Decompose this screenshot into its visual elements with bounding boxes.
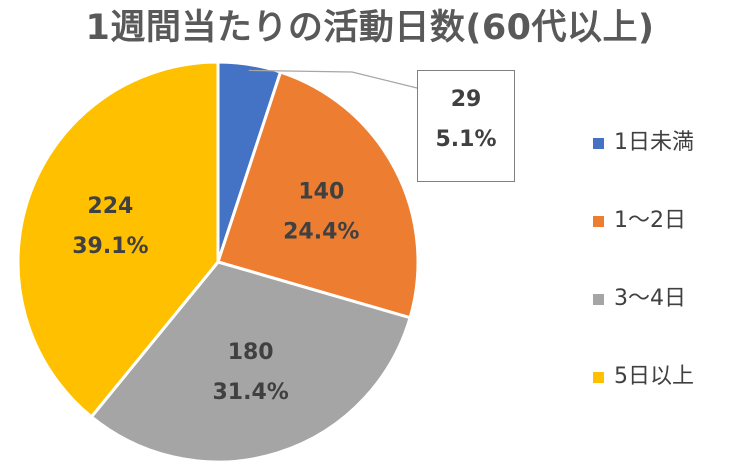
legend-swatch-0 <box>593 138 604 149</box>
legend-label-3: 5日以上 <box>614 364 694 389</box>
legend-label-2: 3～4日 <box>614 286 686 311</box>
callout-box-slice-0 <box>417 70 515 182</box>
legend-item-3: 5日以上 <box>590 362 740 392</box>
leader-lines <box>248 69 418 89</box>
legend-label-1: 1～2日 <box>614 208 686 233</box>
pie-slices <box>16 60 420 464</box>
legend-swatch-2 <box>593 294 604 305</box>
legend-label-0: 1日未満 <box>614 130 694 155</box>
pie-slice-3 <box>16 60 220 419</box>
legend-item-2: 3～4日 <box>590 284 740 314</box>
chart-title: 1週間当たりの活動日数(60代以上) <box>85 8 655 48</box>
legend-item-1: 1～2日 <box>590 206 740 236</box>
pie-slice-1 <box>216 70 420 320</box>
leader-line-0 <box>248 69 418 89</box>
legend-item-0: 1日未満 <box>590 128 740 158</box>
legend-swatch-1 <box>593 216 604 227</box>
legend-swatch-3 <box>593 372 604 383</box>
pie-slice-2 <box>89 260 412 464</box>
